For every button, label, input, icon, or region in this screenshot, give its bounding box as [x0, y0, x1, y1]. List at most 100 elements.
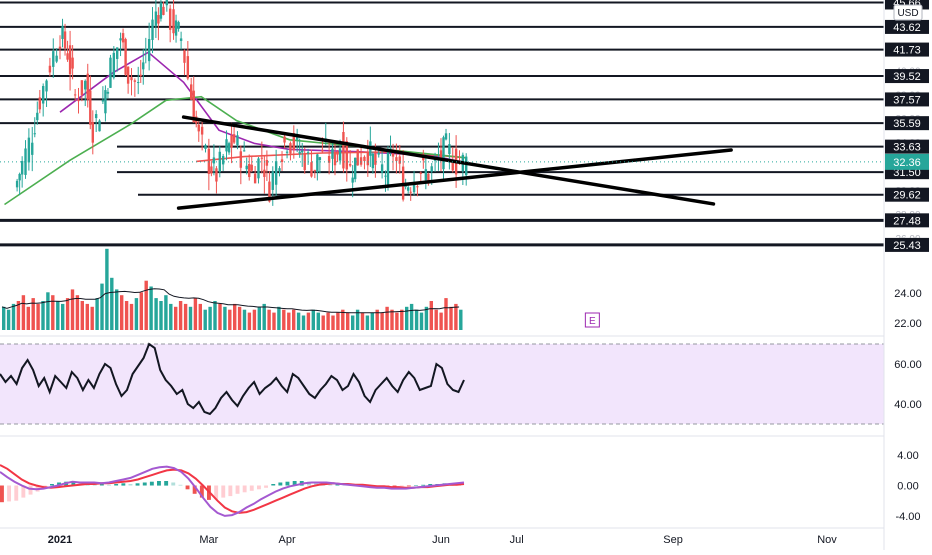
candlestick[interactable]	[225, 130, 228, 161]
candlestick[interactable]	[442, 135, 445, 180]
time-axis[interactable]: 2021 Mar Apr Jun Jul Sep Nov	[0, 335, 932, 546]
candlestick[interactable]	[36, 101, 39, 125]
candlestick[interactable]	[109, 54, 112, 88]
candlestick[interactable]	[189, 77, 193, 101]
candlestick[interactable]	[121, 28, 125, 49]
candlestick[interactable]	[104, 85, 107, 122]
candlestick[interactable]	[409, 187, 412, 201]
candlestick[interactable]	[192, 76, 195, 123]
candlestick[interactable]	[280, 151, 284, 171]
candlestick[interactable]	[71, 45, 74, 80]
macd-pane[interactable]	[0, 464, 465, 517]
candlestick[interactable]	[316, 153, 319, 181]
candlestick[interactable]	[133, 78, 137, 97]
candlestick[interactable]	[20, 156, 24, 188]
candlestick[interactable]	[289, 141, 292, 161]
candlestick[interactable]	[174, 14, 178, 43]
candlestick[interactable]	[63, 23, 67, 56]
candlestick[interactable]	[55, 48, 58, 64]
candlestick[interactable]	[384, 170, 387, 192]
candlestick[interactable]	[172, 0, 175, 40]
candlestick[interactable]	[227, 141, 231, 155]
candlestick[interactable]	[331, 142, 334, 173]
candlestick[interactable]	[439, 138, 443, 172]
candlestick[interactable]	[465, 153, 468, 186]
candlestick[interactable]	[126, 66, 130, 94]
candlestick[interactable]	[61, 18, 64, 48]
candlestick[interactable]	[285, 149, 289, 159]
candlestick[interactable]	[200, 120, 204, 151]
candlestick[interactable]	[77, 87, 80, 114]
candlestick[interactable]	[98, 119, 101, 132]
candlestick[interactable]	[130, 68, 133, 96]
candlestick[interactable]	[48, 57, 52, 77]
candlestick[interactable]	[186, 41, 190, 81]
candlestick[interactable]	[144, 37, 147, 64]
candlestick[interactable]	[218, 146, 221, 178]
candlestick[interactable]	[66, 40, 69, 62]
candlestick[interactable]	[283, 135, 286, 149]
candlestick[interactable]	[101, 86, 105, 104]
currency-badge[interactable]	[893, 4, 923, 21]
candlestick[interactable]	[278, 166, 281, 177]
earnings-event-marker[interactable]	[584, 312, 600, 328]
candlestick[interactable]	[165, 0, 169, 12]
candlestick[interactable]	[351, 165, 354, 198]
volume-pane[interactable]: E	[1, 248, 600, 330]
candlestick[interactable]	[112, 46, 116, 80]
candlestick[interactable]	[221, 153, 225, 171]
candlestick[interactable]	[395, 143, 398, 174]
candlestick[interactable]	[142, 49, 145, 85]
candlestick[interactable]	[448, 132, 451, 170]
candlestick[interactable]	[159, 0, 163, 22]
candlestick[interactable]	[27, 128, 31, 171]
candlestick[interactable]	[232, 126, 236, 145]
candlestick[interactable]	[274, 149, 278, 197]
candlestick[interactable]	[31, 126, 34, 172]
candlestick[interactable]	[197, 120, 200, 142]
candlestick[interactable]	[386, 146, 390, 191]
candlestick[interactable]	[137, 66, 140, 95]
candlestick[interactable]	[151, 7, 154, 54]
candlestick[interactable]	[313, 169, 317, 179]
candlestick[interactable]	[242, 141, 246, 152]
candlestick[interactable]	[230, 122, 233, 164]
candlestick[interactable]	[265, 150, 269, 182]
candlestick[interactable]	[342, 121, 345, 173]
candlestick[interactable]	[168, 4, 172, 43]
candlestick[interactable]	[41, 83, 45, 117]
candlestick[interactable]	[207, 138, 211, 191]
candlestick[interactable]	[80, 80, 84, 102]
candlestick[interactable]	[215, 166, 218, 194]
candlestick[interactable]	[89, 75, 92, 130]
candlestick[interactable]	[147, 22, 151, 71]
candlestick[interactable]	[162, 1, 165, 16]
candlestick[interactable]	[177, 20, 180, 32]
candlestick[interactable]	[292, 125, 296, 159]
candlestick[interactable]	[15, 178, 19, 192]
candlestick[interactable]	[115, 47, 119, 72]
candlestick[interactable]	[239, 145, 243, 185]
candlestick[interactable]	[139, 59, 142, 83]
candlestick[interactable]	[356, 149, 359, 166]
candlestick[interactable]	[24, 140, 27, 179]
candlestick[interactable]	[359, 147, 363, 167]
candlestick[interactable]	[391, 143, 395, 171]
candlestick[interactable]	[416, 184, 419, 197]
price-scale[interactable]: 42.0040.0038.0036.0034.0030.0028.0026.00…	[883, 0, 932, 550]
rsi-pane[interactable]	[0, 342, 884, 425]
candlestick[interactable]	[444, 128, 448, 141]
candlestick[interactable]	[124, 37, 127, 76]
candlestick[interactable]	[260, 141, 264, 174]
candlestick[interactable]	[154, 0, 158, 38]
candlestick[interactable]	[333, 142, 337, 176]
candlestick[interactable]	[204, 143, 207, 153]
candlestick[interactable]	[94, 110, 98, 133]
candlestick[interactable]	[310, 149, 313, 178]
candlestick[interactable]	[371, 151, 375, 174]
candlestick[interactable]	[68, 30, 72, 91]
candlestick[interactable]	[245, 157, 248, 175]
candlestick[interactable]	[422, 149, 425, 169]
candlestick[interactable]	[318, 156, 322, 174]
candlestick[interactable]	[179, 31, 183, 50]
